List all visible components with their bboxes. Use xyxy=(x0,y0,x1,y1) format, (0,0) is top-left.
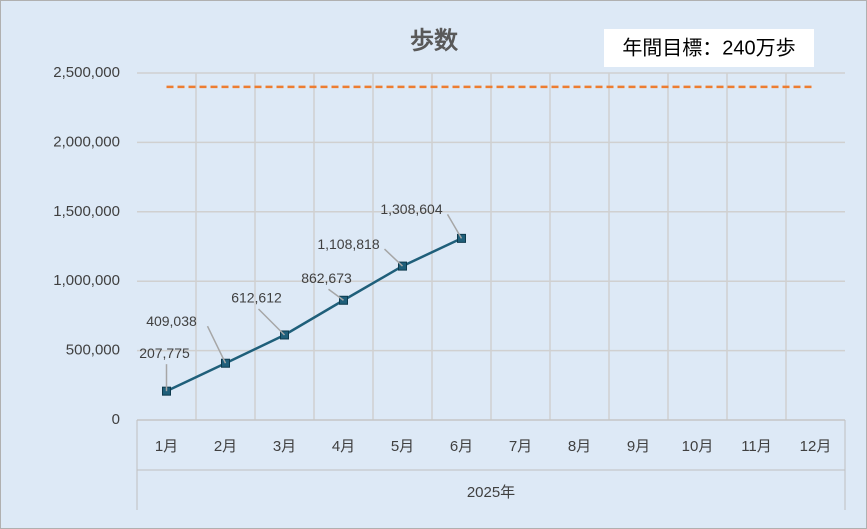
x-tick-label: 9月 xyxy=(627,438,650,455)
x-tick-label: 5月 xyxy=(391,438,414,455)
x-tick-label: 8月 xyxy=(568,438,591,455)
data-label: 409,038 xyxy=(146,313,197,329)
y-tick-label: 2,500,000 xyxy=(53,64,120,81)
x-tick-label: 11月 xyxy=(741,438,772,455)
data-label: 1,308,604 xyxy=(380,201,442,217)
y-tick-label: 1,000,000 xyxy=(53,272,120,289)
series-line xyxy=(165,237,463,393)
data-label: 207,775 xyxy=(139,345,190,361)
y-tick-label: 500,000 xyxy=(66,342,120,359)
y-tick-label: 1,500,000 xyxy=(53,203,120,220)
x-tick-label: 2月 xyxy=(214,438,237,455)
leader-line xyxy=(383,248,404,267)
leader-line xyxy=(206,325,227,364)
y-tick-label: 0 xyxy=(112,411,120,428)
x-tick-label: 3月 xyxy=(273,438,296,455)
data-label: 862,673 xyxy=(301,270,352,286)
leader-line xyxy=(328,288,344,301)
x-group-label: 2025年 xyxy=(467,484,515,501)
leader-line xyxy=(257,308,286,336)
annotation-box xyxy=(604,29,814,67)
x-tick-label: 1月 xyxy=(155,438,178,455)
x-tick-label: 10月 xyxy=(682,438,714,455)
x-tick-label: 7月 xyxy=(509,438,532,455)
leader-line xyxy=(446,213,463,239)
data-label: 1,108,818 xyxy=(317,236,379,252)
y-tick-label: 2,000,000 xyxy=(53,133,120,150)
annotation: 年間目標：240万歩 xyxy=(622,36,795,59)
x-tick-label: 6月 xyxy=(450,438,473,455)
chart-title: 歩数 xyxy=(410,27,459,54)
x-tick-label: 12月 xyxy=(800,438,832,455)
data-label: 612,612 xyxy=(231,290,282,306)
x-tick-label: 4月 xyxy=(332,438,355,455)
